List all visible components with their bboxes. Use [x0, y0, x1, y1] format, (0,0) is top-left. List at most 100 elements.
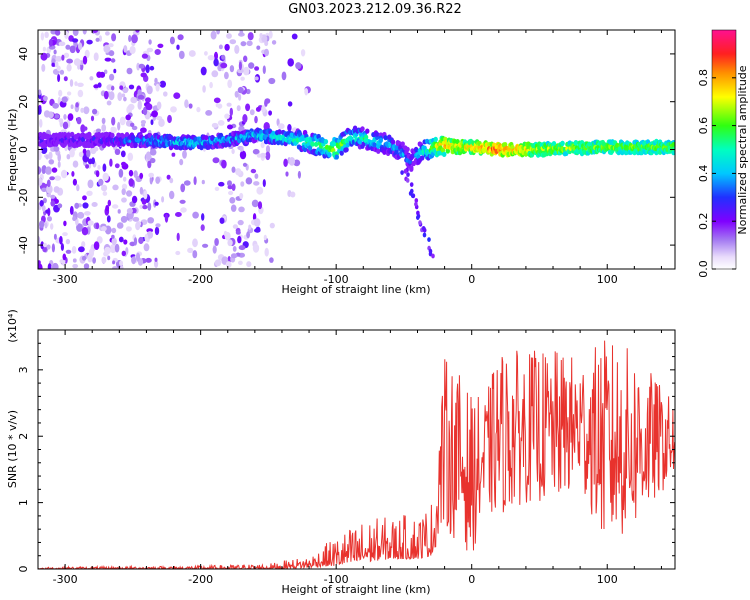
- noise-cell: [242, 162, 248, 167]
- noise-cell: [200, 66, 207, 76]
- noise-cell: [253, 181, 260, 186]
- ridge-cell: [323, 139, 329, 145]
- tail-cell: [422, 232, 427, 238]
- noise-cell: [39, 200, 44, 207]
- noise-cell: [93, 146, 99, 152]
- ridge-cell: [382, 149, 387, 155]
- noise-cell: [226, 33, 232, 39]
- noise-cell: [120, 150, 126, 158]
- noise-cell: [66, 58, 73, 64]
- noise-cell: [45, 209, 50, 214]
- noise-cell: [111, 227, 117, 234]
- noise-cell: [111, 85, 115, 91]
- ridge-cell: [378, 137, 383, 143]
- noise-cell: [47, 111, 54, 119]
- noise-cell: [38, 89, 42, 96]
- noise-cell: [39, 220, 45, 229]
- noise-cell: [287, 58, 295, 67]
- snr-axes: -300 -200 -100 0 100 0 1 2 3: [17, 330, 675, 586]
- x-tick-label: 100: [597, 573, 618, 586]
- noise-cell: [72, 263, 79, 269]
- noise-cell: [106, 215, 111, 223]
- noise-cell: [293, 159, 301, 167]
- colorbar-tick-label: 0.0: [697, 260, 710, 278]
- noise-cell: [112, 260, 116, 265]
- noise-cell: [232, 224, 238, 229]
- noise-cell: [103, 44, 111, 53]
- noise-cell: [220, 62, 228, 69]
- ridge-cell: [277, 129, 282, 135]
- noise-cell: [229, 65, 235, 73]
- noise-cell: [62, 253, 67, 261]
- noise-cell: [120, 265, 124, 269]
- noise-cell: [50, 223, 54, 230]
- ridge-cell: [560, 140, 565, 146]
- noise-cell: [43, 242, 47, 248]
- noise-cell: [227, 239, 233, 247]
- noise-cell: [38, 166, 42, 175]
- ridge-cell: [344, 147, 349, 153]
- noise-cell: [137, 94, 145, 100]
- noise-cell: [143, 243, 150, 252]
- noise-cell: [259, 32, 263, 39]
- ridge-cell: [405, 146, 410, 152]
- noise-cell: [192, 211, 199, 219]
- noise-cell: [207, 55, 215, 61]
- noise-cell: [104, 69, 108, 75]
- spectrogram-marks: [38, 30, 675, 269]
- noise-cell: [288, 157, 296, 166]
- noise-cell: [60, 169, 68, 179]
- colorbar-tick-label: 0.4: [697, 165, 710, 183]
- noise-cell: [261, 105, 266, 113]
- noise-cell: [246, 261, 252, 268]
- noise-cell: [271, 40, 277, 45]
- noise-cell: [239, 192, 244, 200]
- noise-cell: [82, 195, 87, 201]
- noise-cell: [154, 49, 161, 55]
- noise-cell: [93, 52, 99, 61]
- noise-cell: [123, 239, 128, 245]
- noise-cell: [229, 107, 233, 117]
- noise-cell: [128, 178, 134, 187]
- noise-cell: [224, 71, 229, 80]
- noise-cell: [237, 68, 244, 74]
- noise-cell: [105, 31, 110, 36]
- noise-cell: [69, 79, 74, 87]
- x-tick-label: -100: [324, 573, 349, 586]
- noise-cell: [38, 152, 42, 161]
- noise-cell: [70, 104, 74, 109]
- noise-cell: [130, 96, 138, 104]
- snr-y-label: SNR (10 * v/v): [6, 410, 19, 488]
- noise-cell: [192, 238, 198, 248]
- noise-cell: [173, 92, 181, 99]
- noise-cell: [261, 34, 268, 43]
- noise-cell: [80, 124, 86, 133]
- noise-cell: [111, 33, 117, 42]
- noise-cell: [58, 41, 66, 47]
- noise-cell: [204, 51, 208, 56]
- noise-cell: [63, 220, 67, 227]
- noise-cell: [72, 30, 79, 36]
- noise-cell: [136, 62, 140, 71]
- ridge-cell: [124, 132, 130, 138]
- noise-cell: [227, 185, 233, 190]
- noise-cell: [102, 163, 107, 172]
- noise-cell: [116, 222, 124, 229]
- noise-cell: [41, 187, 47, 192]
- noise-cell: [54, 30, 61, 36]
- noise-cell: [86, 149, 91, 158]
- tail-cell: [414, 198, 419, 203]
- noise-cell: [135, 221, 141, 231]
- noise-cell: [118, 236, 124, 243]
- noise-cell: [240, 41, 247, 47]
- snr-series-line: [38, 340, 675, 569]
- noise-cell: [177, 34, 184, 41]
- noise-cell: [107, 199, 112, 207]
- noise-cell: [149, 149, 157, 156]
- noise-cell: [114, 163, 120, 169]
- noise-cell: [143, 190, 148, 200]
- noise-cell: [145, 257, 152, 263]
- noise-cell: [91, 202, 98, 207]
- noise-cell: [51, 58, 56, 65]
- x-tick-label: -300: [53, 273, 78, 286]
